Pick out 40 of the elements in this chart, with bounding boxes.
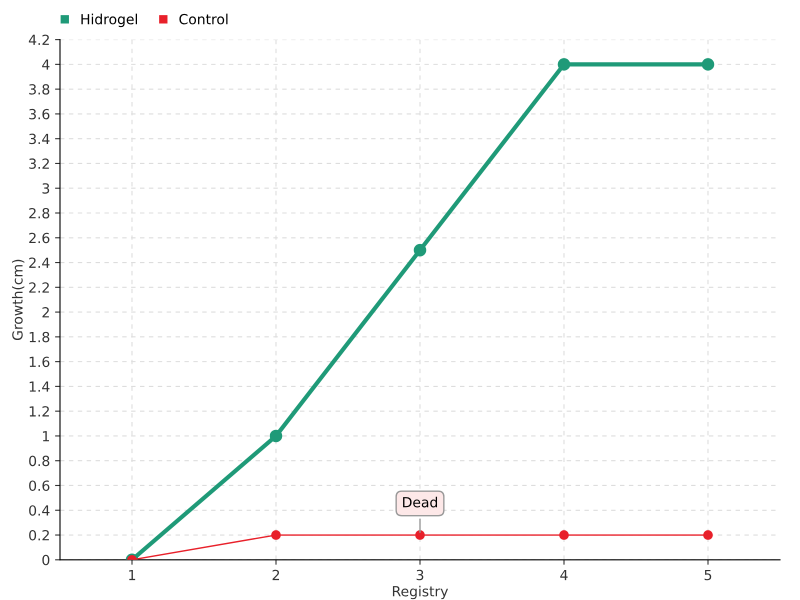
y-tick-label: 3.8 <box>29 84 50 95</box>
point <box>415 530 425 540</box>
y-tick-label: 0.2 <box>29 530 49 541</box>
y-axis-title: Growth(cm) <box>12 260 24 340</box>
y-tick-label: 4 <box>42 60 50 70</box>
annotation: Dead <box>403 496 438 508</box>
x-tick-label: 1 <box>129 570 136 580</box>
point <box>559 530 569 540</box>
y-tick-label: 1.4 <box>30 382 50 392</box>
x-tick-label: 3 <box>416 570 424 580</box>
y-tick-label: 0 <box>42 554 50 566</box>
y-tick-label: 0.6 <box>29 480 50 491</box>
y-tick-label: 1.8 <box>30 332 50 342</box>
point <box>271 530 281 540</box>
y-tick-label: 0.4 <box>29 505 50 516</box>
y-tick-label: 3.6 <box>29 108 50 120</box>
x-tick-label: 5 <box>704 570 712 580</box>
point <box>558 58 570 71</box>
y-tick-label: 2.8 <box>29 208 50 218</box>
y-tick-label: 4.2 <box>28 34 49 45</box>
point <box>703 530 713 540</box>
y-tick-label: 2 <box>42 307 49 318</box>
y-tick-label: 1.6 <box>30 356 50 368</box>
point <box>702 58 714 71</box>
y-tick-label: 1 <box>42 431 49 442</box>
y-tick-label: 2.6 <box>29 232 50 244</box>
legend-label: Control <box>179 14 228 24</box>
x-tick-label: 4 <box>560 570 568 580</box>
y-tick-label: 2.4 <box>29 258 50 268</box>
y-tick-label: 3.2 <box>29 158 49 169</box>
legend-label: Hidrogel <box>81 14 137 28</box>
y-tick-label: 2.2 <box>29 282 49 293</box>
y-tick-label: 0.8 <box>29 456 50 466</box>
point <box>414 244 426 256</box>
y-tick-label: 3 <box>42 183 50 194</box>
x-axis-title: Registry <box>392 586 448 600</box>
y-tick-label: 3.4 <box>29 134 50 144</box>
y-tick-label: 1.2 <box>30 406 49 416</box>
point <box>270 430 282 442</box>
x-tick-label: 2 <box>272 570 280 580</box>
